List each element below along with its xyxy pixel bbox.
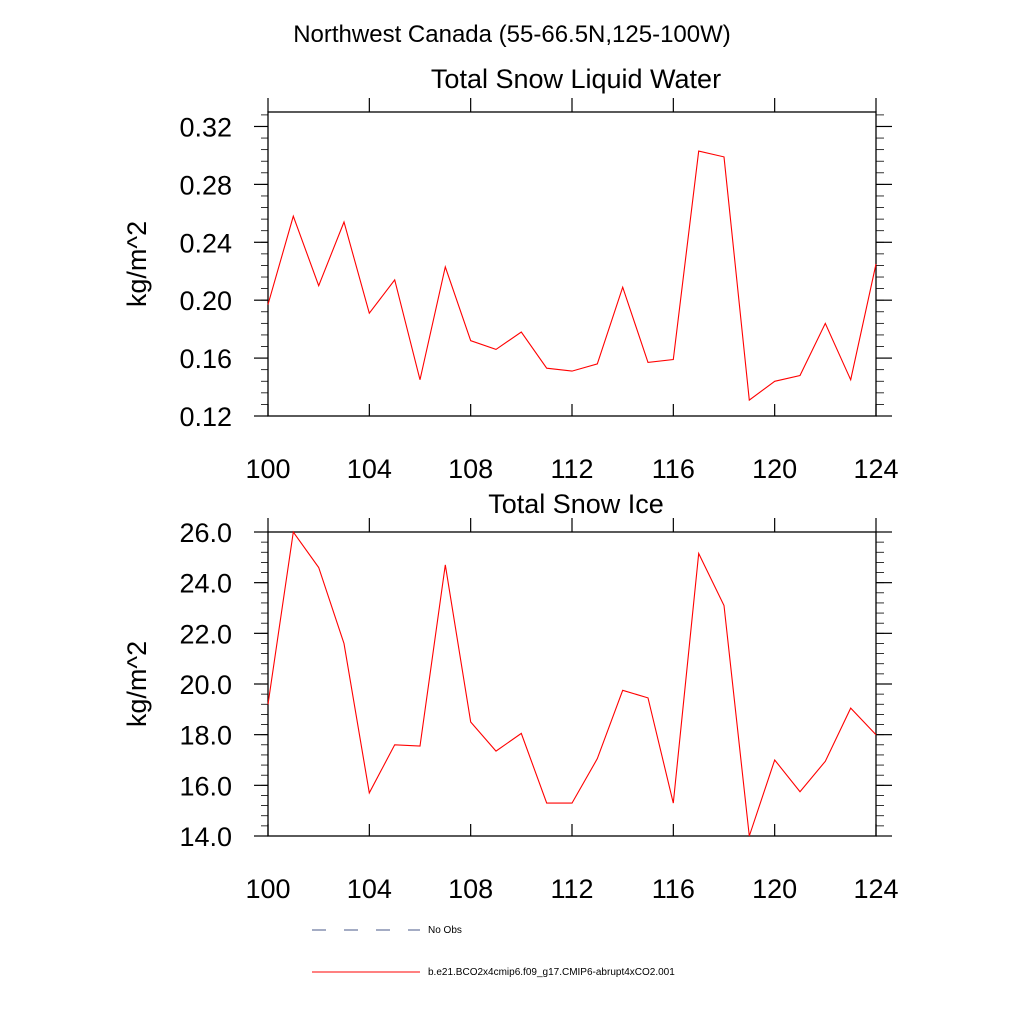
- y-tick-label: 18.0: [179, 721, 232, 751]
- series-line: [267, 530, 877, 837]
- figure-title: Northwest Canada (55-66.5N,125-100W): [293, 21, 731, 48]
- y-tick-label: 0.12: [179, 402, 232, 432]
- series-line: [267, 150, 877, 402]
- y-axis-label: kg/m^2: [122, 221, 152, 307]
- legend-label-no-obs: No Obs: [428, 925, 462, 936]
- y-tick-label: 24.0: [179, 569, 232, 599]
- x-tick-label: 120: [752, 874, 797, 904]
- plot-frame: [267, 111, 877, 417]
- y-tick-label: 26.0: [179, 518, 232, 548]
- x-tick-label: 116: [652, 874, 695, 904]
- legend: No Obs b.e21.BCO2x4cmip6.f09_g17.CMIP6-a…: [312, 925, 675, 978]
- y-tick-label: 20.0: [179, 670, 232, 700]
- y-tick-label: 0.24: [179, 228, 232, 258]
- x-tick-label: 112: [550, 454, 593, 484]
- y-tick-label: 16.0: [179, 771, 232, 801]
- panel-title: Total Snow Ice: [488, 489, 664, 519]
- x-tick-label: 108: [448, 454, 493, 484]
- x-tick-label: 120: [752, 454, 797, 484]
- plot-frame: [267, 531, 877, 837]
- y-tick-label: 0.16: [179, 344, 232, 374]
- y-tick-label: 22.0: [179, 619, 232, 649]
- y-axis-label: kg/m^2: [122, 641, 152, 727]
- x-tick-label: 108: [448, 874, 493, 904]
- y-tick-label: 14.0: [179, 822, 232, 852]
- x-tick-label: 124: [853, 874, 898, 904]
- y-tick-label: 0.20: [179, 286, 232, 316]
- panel-snow-ice: Total Snow Ice 100 104 108 112 116 120 124 14.0 1…: [122, 489, 899, 904]
- x-tick-label: 100: [245, 874, 290, 904]
- x-tick-label: 104: [347, 454, 392, 484]
- x-tick-label: 104: [347, 874, 392, 904]
- legend-label-model: b.e21.BCO2x4cmip6.f09_g17.CMIP6-abrupt4x…: [428, 967, 675, 978]
- y-tick-label: 0.28: [179, 170, 232, 200]
- x-tick-label: 112: [550, 874, 593, 904]
- panel-snow-liquid-water: Total Snow Liquid Water 100 104 108 112 116 12…: [122, 64, 899, 484]
- panel-title: Total Snow Liquid Water: [431, 64, 721, 94]
- x-tick-label: 100: [245, 454, 290, 484]
- x-tick-label: 116: [652, 454, 695, 484]
- y-tick-label: 0.32: [179, 112, 232, 142]
- x-tick-label: 124: [853, 454, 898, 484]
